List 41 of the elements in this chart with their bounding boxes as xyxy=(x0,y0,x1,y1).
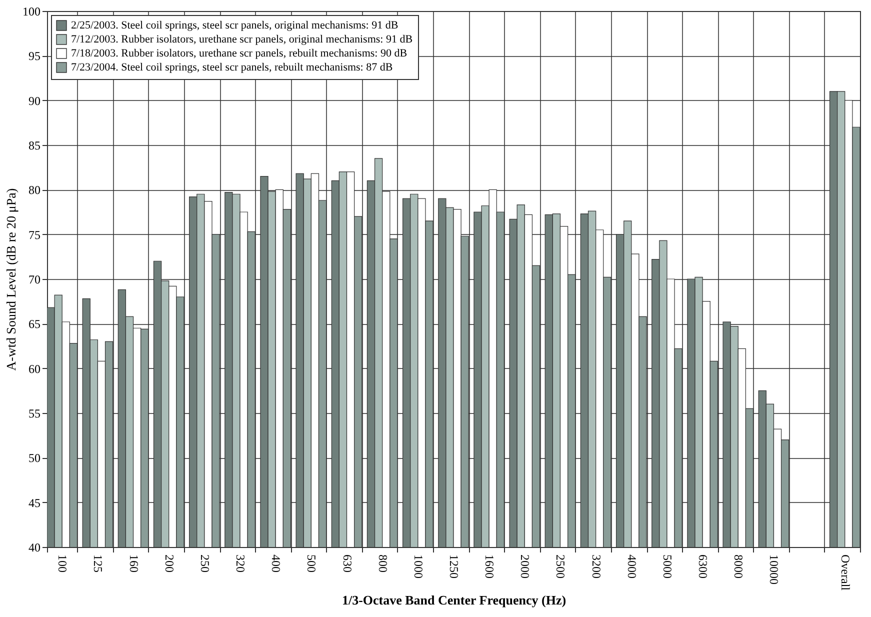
x-tick-label: 160 xyxy=(126,554,141,572)
x-tick-label: 100 xyxy=(56,554,70,572)
x-tick-label: 8000 xyxy=(732,554,746,578)
y-tick-label: 70 xyxy=(28,272,40,286)
y-tick-label: 80 xyxy=(28,183,40,198)
x-tick-label: 6300 xyxy=(696,554,710,578)
x-tick-label: 320 xyxy=(234,554,248,572)
x-tick-label: 10000 xyxy=(767,554,782,584)
x-tick-label: 1000 xyxy=(411,554,426,578)
x-tick-label: 630 xyxy=(340,554,354,572)
x-tick-label: 500 xyxy=(304,554,319,572)
x-tick-label: 3200 xyxy=(589,554,604,578)
y-tick-label: 65 xyxy=(28,317,40,332)
y-tick-label: 95 xyxy=(28,49,40,64)
x-tick-label: 2500 xyxy=(554,554,568,578)
y-tick-label: 100 xyxy=(22,4,40,18)
y-tick-label: 85 xyxy=(28,138,40,152)
legend-label: 7/23/2004. Steel coil springs, steel scr panels, rebuilt mechanisms: 87 dB xyxy=(71,62,393,74)
x-axis-title: 1/3-Octave Band Center Frequency (Hz) xyxy=(342,592,566,608)
x-tick-label: 200 xyxy=(162,554,176,572)
x-tick-label: 125 xyxy=(91,554,106,572)
x-tick-label: 1250 xyxy=(447,554,461,578)
x-tick-label: 4000 xyxy=(624,554,639,578)
x-tick-label: 800 xyxy=(376,554,390,572)
y-tick-label: 90 xyxy=(28,94,40,108)
y-tick-label: 50 xyxy=(28,451,40,466)
legend-label: 7/12/2003. Rubber isolators, urethane scr panels, original mechanisms: 91 dB xyxy=(71,34,413,46)
x-tick-label: 400 xyxy=(269,554,284,572)
x-tick-label: 250 xyxy=(198,554,212,572)
y-tick-label: 55 xyxy=(28,406,40,420)
x-tick-label: 1600 xyxy=(482,554,497,578)
x-tick-label: 2000 xyxy=(518,554,532,578)
y-tick-label: 45 xyxy=(28,496,40,510)
y-axis-title: A-wtd Sound Level (dB re 20 μPa) xyxy=(4,188,18,371)
x-tick-label: 5000 xyxy=(660,554,674,578)
legend-label: 2/25/2003. Steel coil springs, steel scr panels, original mechanisms: 91 dB xyxy=(71,20,398,32)
legend-label: 7/18/2003. Rubber isolators, urethane scr panels, rebuilt mechanisms: 90 dB xyxy=(71,48,408,60)
y-tick-label: 75 xyxy=(28,228,40,242)
y-tick-label: 60 xyxy=(28,362,40,376)
y-tick-label: 40 xyxy=(28,540,40,554)
x-tick-label: Overall xyxy=(838,554,852,592)
